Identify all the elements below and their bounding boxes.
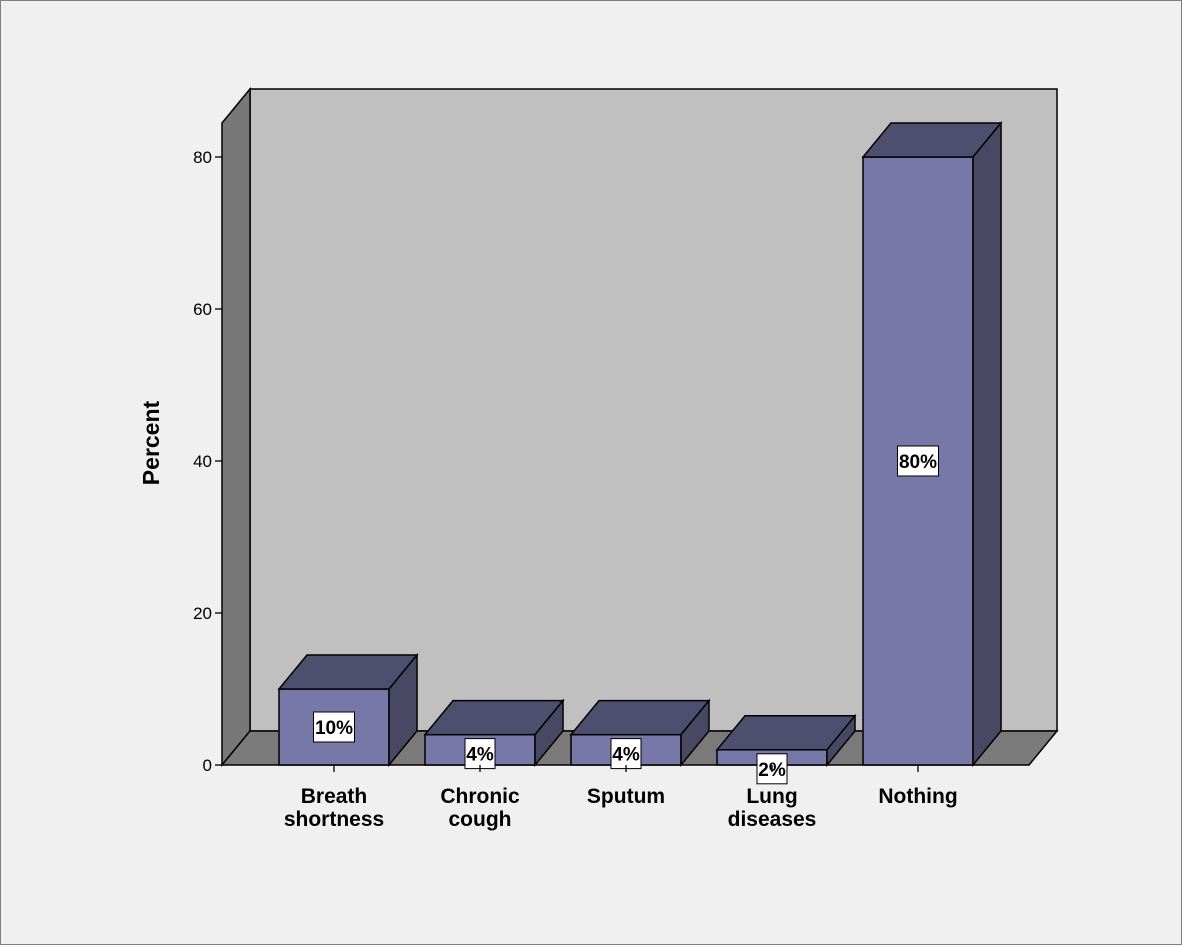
data-label-box — [313, 711, 355, 743]
data-label-box — [897, 445, 939, 477]
y-axis: 0 20 40 60 80 — [193, 148, 222, 775]
x-tick-label: diseases — [728, 808, 817, 831]
y-tick-label: 20 — [193, 604, 212, 623]
data-label: 10% — [315, 718, 353, 739]
x-tick-label: shortness — [284, 808, 384, 831]
bar: 4% — [423, 698, 565, 770]
bar: 2% — [715, 713, 857, 785]
bar-side — [680, 698, 710, 768]
x-tick-label: Breath — [301, 785, 368, 808]
bar: 10% — [277, 652, 419, 768]
x-tick-label: Lung — [746, 785, 797, 808]
x-tick-label: Chronic — [440, 785, 520, 808]
bar-side — [972, 120, 1002, 768]
y-tick-label: 0 — [203, 756, 212, 775]
bar-side — [388, 652, 418, 768]
y-tick-label: 60 — [193, 300, 212, 319]
bars: 10% 4% 4% 2% 80% — [277, 120, 1003, 785]
y-axis-title: Percent — [138, 400, 164, 485]
data-label: 80% — [899, 452, 937, 473]
side-wall — [221, 86, 251, 768]
data-label: 4% — [466, 745, 494, 766]
x-tick-label: Nothing — [878, 785, 957, 808]
bar-side — [826, 713, 856, 768]
bar: 80% — [861, 120, 1003, 768]
y-tick-label: 40 — [193, 452, 212, 471]
data-label: 4% — [612, 745, 640, 766]
data-label-box — [464, 738, 496, 770]
bar: 4% — [569, 698, 711, 770]
bar-side — [534, 698, 564, 768]
x-tick-label: cough — [449, 808, 512, 831]
x-tick-label: Sputum — [587, 785, 665, 808]
y-tick-label: 80 — [193, 148, 212, 167]
data-label-box — [610, 738, 642, 770]
